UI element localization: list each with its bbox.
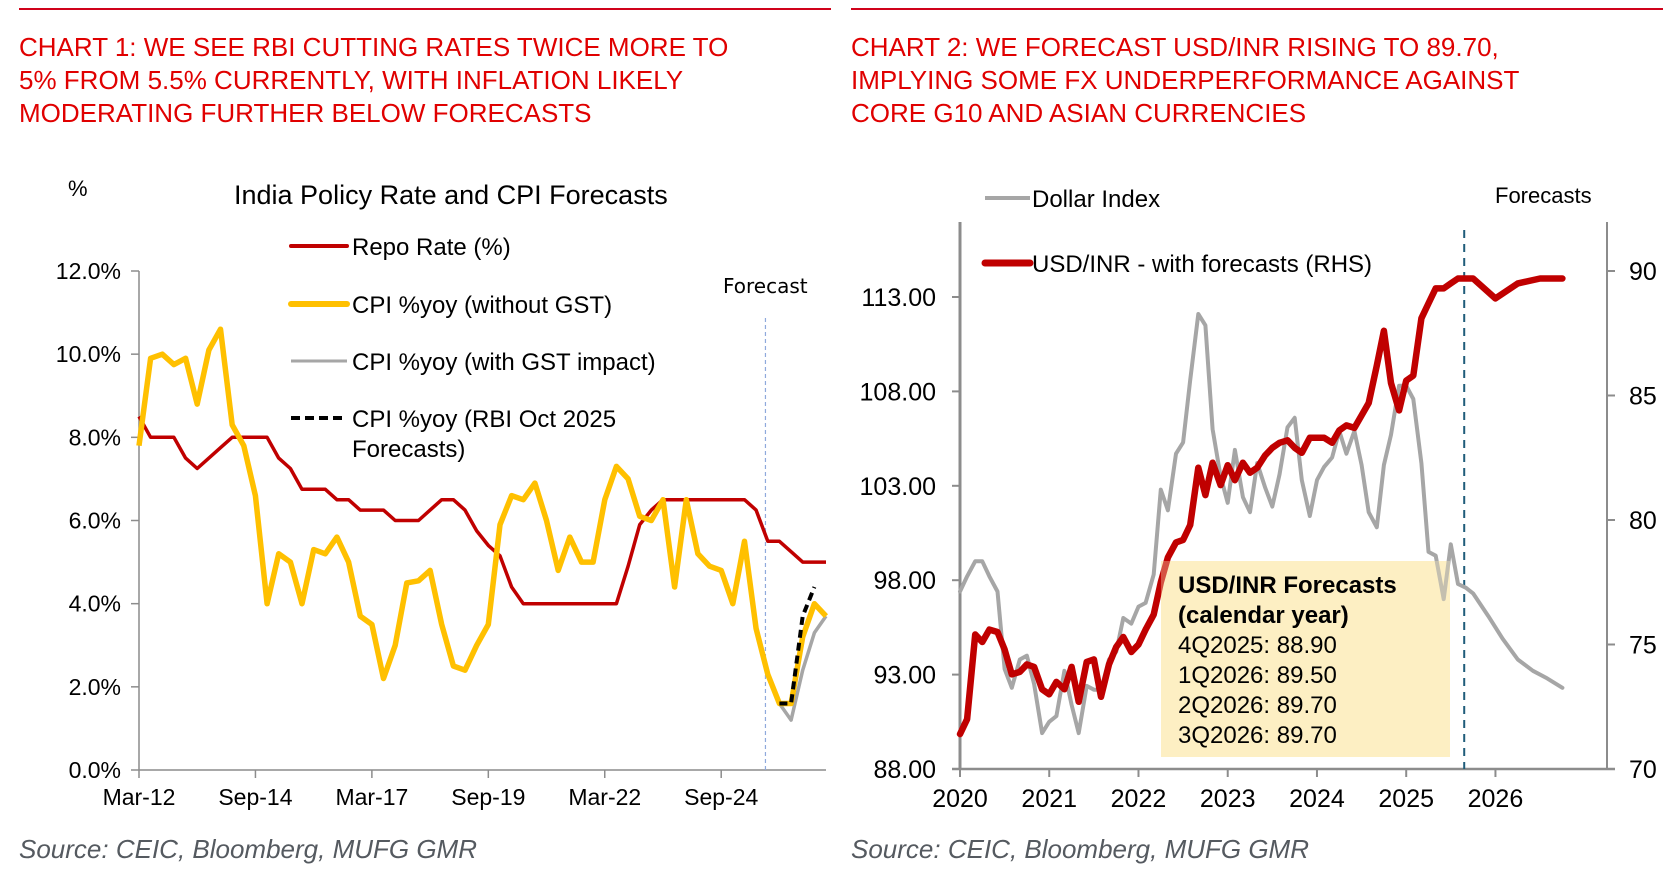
- chart2-left-tick-label: 103.00: [860, 473, 936, 501]
- chart2-heading-line: IMPLYING SOME FX UNDERPERFORMANCE AGAINS…: [851, 65, 1520, 95]
- chart2-x-tick-label: 2025: [1378, 785, 1434, 813]
- legend-label-dxy: Dollar Index: [1032, 186, 1160, 213]
- chart1-x-tick-label: Mar-17: [335, 784, 408, 810]
- chart1-title: India Policy Rate and CPI Forecasts: [234, 180, 668, 210]
- chart2-x-tick-label: 2021: [1021, 785, 1077, 813]
- chart2-forecast-box-overlay: [1161, 561, 1450, 757]
- chart1-heading-line: CHART 1: WE SEE RBI CUTTING RATES TWICE …: [19, 32, 729, 62]
- chart1-x-tick-label: Mar-12: [103, 784, 176, 810]
- chart2-x-tick-label: 2024: [1289, 785, 1345, 813]
- chart1-y-tick-label: 10.0%: [56, 341, 121, 367]
- legend-label-repo: Repo Rate (%): [352, 234, 511, 261]
- chart2-left-tick-label: 113.00: [861, 284, 936, 312]
- chart2-right-tick-label: 70: [1629, 756, 1657, 784]
- chart1-y-tick-label: 0.0%: [69, 757, 121, 783]
- chart1-top-rule: [19, 8, 831, 10]
- chart1-x-tick-label: Sep-19: [451, 784, 525, 810]
- forecast-box-subtitle: (calendar year): [1178, 602, 1349, 629]
- chart2-source: Source: CEIC, Bloomberg, MUFG GMR: [851, 834, 1309, 864]
- legend-label-cpi-rbi: CPI %yoy (RBI Oct 2025: [352, 406, 616, 433]
- chart1-y-tick-label: 6.0%: [69, 508, 121, 534]
- chart2-left-tick-label: 93.00: [873, 662, 936, 690]
- chart2-right-tick-label: 75: [1629, 632, 1657, 660]
- chart1-heading-line: 5% FROM 5.5% CURRENTLY, WITH INFLATION L…: [19, 65, 684, 95]
- chart2-top-rule: [851, 8, 1663, 10]
- forecast-box-title: USD/INR Forecasts: [1178, 572, 1397, 599]
- chart2-x-tick-label: 2026: [1468, 785, 1524, 813]
- chart1-series-repo: [137, 415, 826, 606]
- chart1-series-cpi-rbi: [779, 586, 817, 706]
- chart1-y-tick-label: 12.0%: [56, 258, 121, 284]
- chart1-heading: CHART 1: WE SEE RBI CUTTING RATES TWICE …: [19, 31, 728, 130]
- chart2-forecast-box-text: USD/INR Forecasts (calendar year) 4Q2025…: [1178, 572, 1397, 749]
- chart1-ylabel: %: [68, 176, 88, 201]
- chart2-x-tick-label: 2020: [932, 785, 988, 813]
- chart1-axes: 0.0% 2.0% 4.0% 6.0% 8.0% 10.0% 12.0% Mar-12 Sep-…: [56, 258, 826, 810]
- forecast-box-line: 4Q2025: 88.90: [1178, 632, 1337, 659]
- chart2-left-tick-label: 98.00: [873, 567, 936, 595]
- chart1-source: Source: CEIC, Bloomberg, MUFG GMR: [19, 834, 477, 864]
- chart2-x-tick-label: 2022: [1111, 785, 1167, 813]
- forecast-box-line: 2Q2026: 89.70: [1178, 692, 1337, 719]
- chart1-x-tick-label: Sep-24: [684, 784, 758, 810]
- chart2-heading: CHART 2: WE FORECAST USD/INR RISING TO 8…: [851, 31, 1519, 130]
- chart1-heading-line: MODERATING FURTHER BELOW FORECASTS: [19, 98, 592, 128]
- chart1-series-cpi-no-gst: [136, 326, 829, 707]
- chart2-left-tick-label: 88.00: [873, 756, 936, 784]
- chart2-axes: 88.00 93.00 98.00 103.00 108.00 113.00 70 75 80 8…: [860, 222, 1657, 813]
- chart1-x-tick-label: Sep-14: [218, 784, 292, 810]
- chart2-right-tick-label: 80: [1629, 507, 1657, 535]
- chart1-y-tick-label: 2.0%: [69, 674, 121, 700]
- chart2-heading-line: CHART 2: WE FORECAST USD/INR RISING TO 8…: [851, 32, 1499, 62]
- chart2-x-tick-label: 2023: [1200, 785, 1256, 813]
- chart2-series: [956, 275, 1566, 738]
- chart2-left-tick-label: 108.00: [860, 378, 936, 406]
- chart1-y-tick-label: 8.0%: [69, 424, 121, 450]
- chart2-right-tick-label: 85: [1629, 383, 1657, 411]
- chart1-forecast-label: Forecast: [723, 274, 808, 298]
- legend-label-cpi-no-gst: CPI %yoy (without GST): [352, 292, 612, 319]
- chart2-legend: Dollar Index USD/INR - with forecasts (R…: [981, 186, 1372, 278]
- legend-label-usdinr: USD/INR - with forecasts (RHS): [1032, 251, 1372, 278]
- legend-label-cpi-gst: CPI %yoy (with GST impact): [352, 349, 656, 376]
- forecast-box-line: 3Q2026: 89.70: [1178, 722, 1337, 749]
- chart1-series: [136, 326, 829, 722]
- chart2-forecast-label: Forecasts: [1495, 183, 1592, 208]
- chart2-heading-line: CORE G10 AND ASIAN CURRENCIES: [851, 98, 1307, 128]
- legend-label-cpi-rbi-cont: Forecasts): [352, 436, 465, 463]
- chart1-x-tick-label: Mar-22: [568, 784, 641, 810]
- chart1-legend: Repo Rate (%) CPI %yoy (without GST) CPI…: [288, 234, 656, 463]
- chart1-series-cpi-gst: [777, 615, 828, 722]
- forecast-box-line: 1Q2026: 89.50: [1178, 662, 1337, 689]
- chart2-forecast-box: [1161, 561, 1450, 757]
- chart2-right-tick-label: 90: [1629, 258, 1657, 286]
- chart1-y-tick-label: 4.0%: [69, 591, 121, 617]
- chart2-series-usdinr: [956, 275, 1566, 738]
